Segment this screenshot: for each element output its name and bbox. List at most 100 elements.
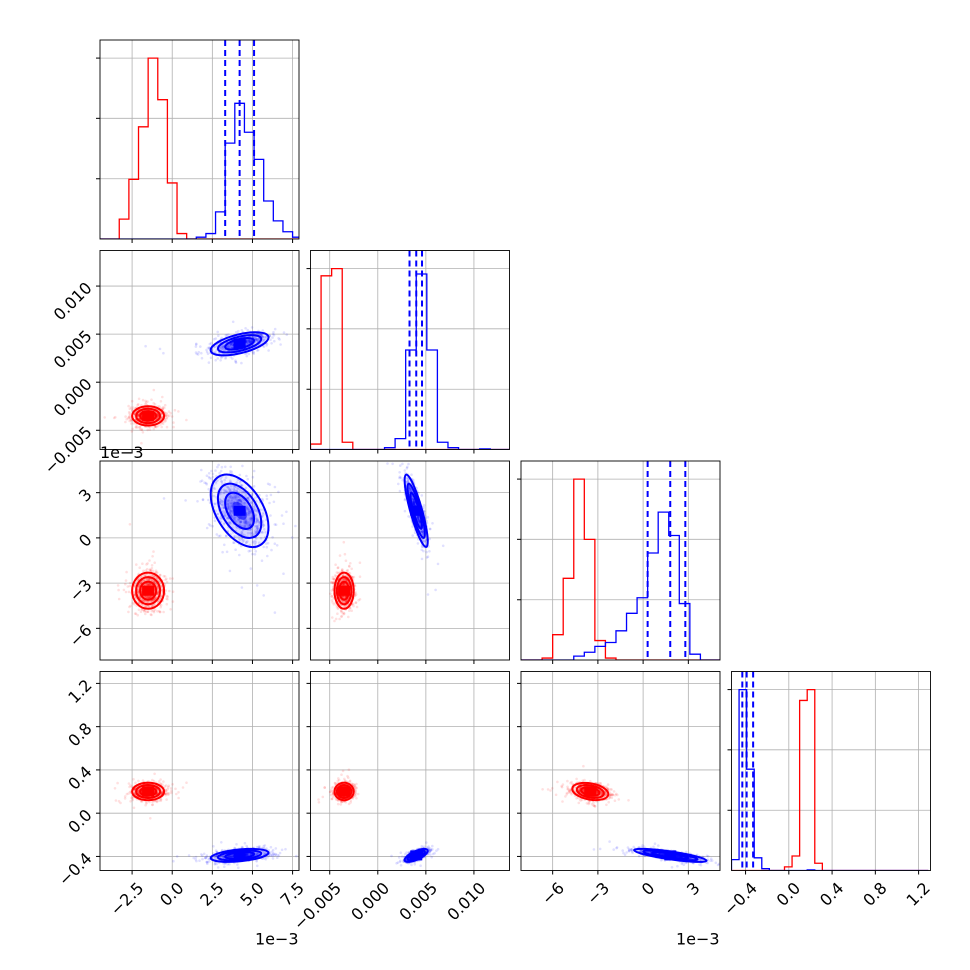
y-tick-label: −0.005 bbox=[40, 422, 95, 477]
scatter-point bbox=[209, 341, 213, 345]
density-peak bbox=[233, 505, 246, 516]
scatter-point bbox=[214, 359, 217, 362]
scatter-point bbox=[254, 520, 258, 523]
scatter-point bbox=[131, 798, 135, 802]
scatter-point bbox=[167, 792, 171, 795]
scatter-point bbox=[230, 499, 233, 503]
scatter-point bbox=[250, 339, 254, 343]
scatter-point bbox=[156, 586, 160, 589]
scatter-point bbox=[231, 357, 234, 360]
scatter-point bbox=[421, 533, 425, 537]
scatter-point bbox=[409, 489, 413, 492]
scatter-point bbox=[168, 577, 172, 580]
scatter-point bbox=[273, 339, 276, 343]
panel-content bbox=[329, 462, 445, 623]
scatter-point bbox=[268, 483, 272, 486]
scatter-point bbox=[239, 520, 242, 524]
scatter-point bbox=[156, 586, 159, 590]
scatter-point bbox=[209, 356, 213, 360]
scatter-point bbox=[168, 589, 171, 593]
scatter-point bbox=[222, 347, 226, 351]
scatter-point bbox=[211, 475, 215, 479]
scatter-point bbox=[417, 519, 421, 523]
scatter-point bbox=[155, 799, 158, 803]
scatter-point bbox=[219, 534, 222, 538]
scatter-point bbox=[171, 577, 174, 580]
scatter-point bbox=[149, 583, 153, 586]
scatter-point bbox=[199, 345, 202, 348]
scatter-point bbox=[398, 489, 402, 493]
scatter-point bbox=[229, 522, 232, 525]
scatter-point bbox=[235, 489, 238, 493]
scatter-point bbox=[141, 431, 145, 434]
scatter-point bbox=[420, 530, 424, 533]
scatter-point bbox=[132, 422, 136, 425]
scatter-point bbox=[142, 610, 146, 613]
scatter-point bbox=[125, 570, 128, 574]
grid-lines bbox=[310, 250, 510, 450]
scatter-point bbox=[171, 590, 175, 593]
scatter-point bbox=[261, 335, 265, 339]
scatter-point bbox=[239, 520, 243, 523]
scatter-point bbox=[141, 598, 144, 602]
scatter-point bbox=[408, 488, 411, 492]
scatter-point bbox=[250, 531, 253, 534]
scatter-point bbox=[301, 327, 304, 330]
scatter-point bbox=[145, 577, 149, 581]
scatter-point bbox=[227, 345, 230, 349]
scatter-point bbox=[146, 610, 150, 614]
scatter-point bbox=[418, 519, 421, 522]
scatter-point bbox=[341, 573, 345, 577]
scatter-point bbox=[212, 494, 216, 498]
scatter-point bbox=[220, 480, 223, 483]
scatter-point bbox=[144, 595, 148, 599]
scatter-point bbox=[218, 346, 222, 350]
scatter-point bbox=[155, 800, 159, 804]
scatter-point bbox=[140, 428, 143, 432]
y-tick-label: 0 bbox=[75, 530, 96, 551]
scatter-point bbox=[329, 592, 332, 595]
scatter-point bbox=[340, 614, 343, 618]
tick-marks bbox=[306, 268, 475, 454]
scatter-point bbox=[228, 488, 231, 491]
scatter-point bbox=[165, 594, 169, 598]
scatter-point bbox=[228, 344, 232, 347]
scatter-point bbox=[201, 498, 205, 502]
scatter-point bbox=[130, 430, 134, 433]
scatter-point bbox=[144, 401, 148, 404]
scatter-point bbox=[169, 411, 172, 415]
scatter-point bbox=[148, 595, 152, 599]
scatter-point bbox=[409, 488, 412, 491]
scatter-point bbox=[226, 490, 229, 494]
scatter-point bbox=[150, 574, 154, 577]
scatter-point bbox=[238, 498, 241, 502]
scatter-point bbox=[248, 340, 252, 344]
scatter-point bbox=[245, 520, 248, 523]
scatter-point bbox=[212, 337, 216, 341]
scatter-point bbox=[245, 354, 249, 358]
contours-blue bbox=[209, 473, 270, 548]
scatter-point bbox=[358, 598, 362, 601]
scatter-point bbox=[162, 610, 165, 614]
scatter-point bbox=[137, 577, 140, 581]
scatter-point bbox=[134, 612, 138, 616]
scatter-point bbox=[256, 338, 259, 341]
panel-content bbox=[100, 40, 299, 239]
scatter-point bbox=[426, 593, 430, 596]
scatter-point bbox=[338, 554, 342, 557]
scatter-point bbox=[247, 520, 251, 524]
scatter-point bbox=[209, 524, 212, 527]
scatter-point bbox=[164, 792, 168, 796]
scatter-point bbox=[256, 526, 260, 529]
scatter-point bbox=[248, 341, 252, 344]
scatter-point bbox=[355, 605, 359, 609]
scatter-point bbox=[403, 509, 407, 513]
scatter-point bbox=[227, 505, 230, 508]
scatter-point bbox=[332, 577, 336, 581]
scatter-point bbox=[226, 506, 229, 509]
scatter-point bbox=[166, 413, 169, 417]
scatter-point bbox=[194, 345, 198, 348]
scatter-point bbox=[221, 345, 224, 348]
scatter-point bbox=[229, 345, 232, 349]
